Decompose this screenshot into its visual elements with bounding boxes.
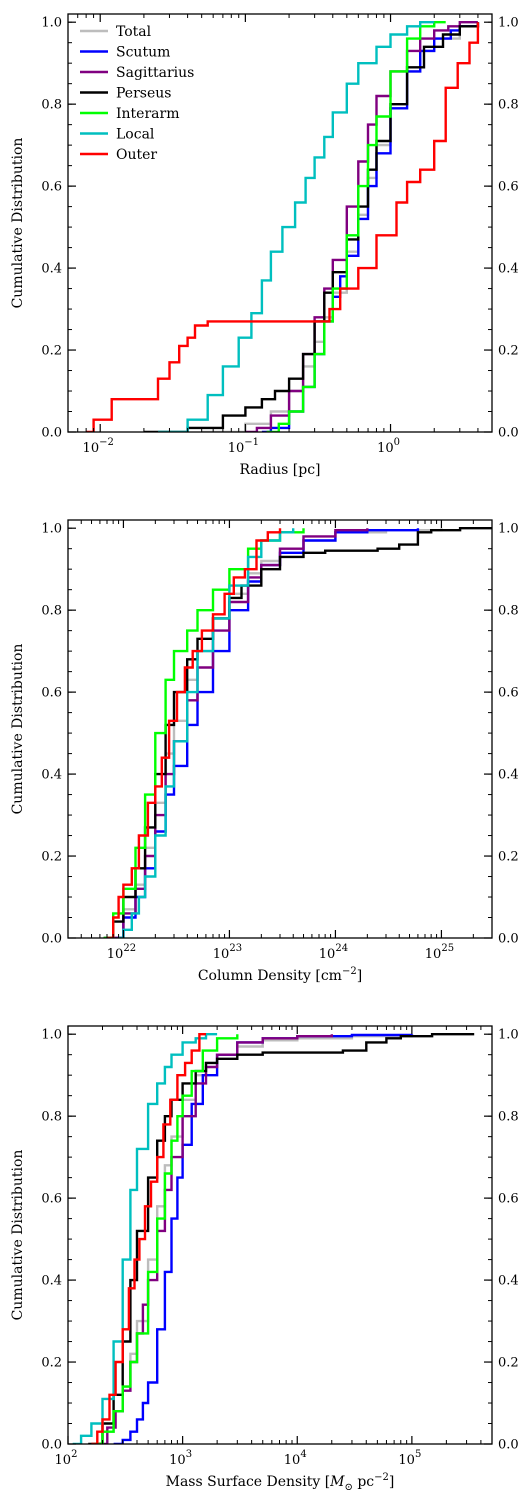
series-line-perseus: [88, 1033, 475, 1444]
y-tick-label: 0.4: [41, 1274, 62, 1289]
legend: Total Scutum Sagittarius Perseus Interarm Loc…: [80, 24, 194, 163]
y-tick-label-right: 0.6: [498, 1192, 519, 1207]
series-group: [72, 1033, 475, 1444]
y-tick-label-right: 0.0: [498, 932, 519, 947]
series-line-perseus: [143, 22, 480, 432]
y-tick-label-right: 1.0: [498, 1028, 519, 1043]
series-line-outer: [107, 528, 282, 938]
x-tick-label: 104: [284, 1449, 307, 1468]
series-line-local: [118, 528, 295, 938]
x-tick-label: 102: [55, 1449, 78, 1468]
y-tick-label: 1.0: [41, 16, 62, 31]
x-tick-label: 1023: [213, 943, 242, 962]
legend-label-outer: Outer: [116, 147, 157, 163]
y-tick-label: 1.0: [41, 1028, 62, 1043]
plot-frame: [67, 13, 493, 433]
y-tick-label: 0.4: [41, 262, 62, 277]
series-line-interarm: [266, 21, 446, 432]
series-group: [86, 21, 480, 432]
legend-label-local: Local: [116, 127, 155, 143]
x-tick-label: 1024: [319, 943, 348, 962]
y-tick-label: 0.8: [41, 1110, 62, 1125]
y-axis-label: Cumulative Distribution: [10, 644, 26, 815]
series-line-local: [72, 1033, 218, 1444]
y-tick-label-right: 0.4: [498, 1274, 519, 1289]
x-axis-label: Radius [pc]: [239, 462, 320, 478]
y-tick-label: 0.4: [41, 768, 62, 783]
plot-frame: [67, 1025, 493, 1445]
y-tick-label-right: 0.6: [498, 180, 519, 195]
y-tick-label-right: 0.4: [498, 262, 519, 277]
series-line-outer: [86, 22, 480, 432]
x-tick-label: 1025: [425, 943, 454, 962]
y-tick-label-right: 1.0: [498, 522, 519, 537]
legend-label-total: Total: [116, 24, 152, 40]
y-tick-label: 0.6: [41, 180, 62, 195]
x-axis-label: Mass Surface Density [M⊙ pc−2]: [166, 1472, 395, 1493]
y-tick-label: 0.0: [41, 426, 62, 441]
y-tick-label: 0.8: [41, 604, 62, 619]
column-density-panel: 0.0 0.0 0.2 0.2 0.4 0.4 0.6 0.6 0.8 0.8 1.0 1.0 1022…: [10, 519, 519, 984]
y-tick-label: 1.0: [41, 522, 62, 537]
series-line-sagittarius: [245, 21, 478, 432]
x-tick-label: 103: [169, 1449, 192, 1468]
radius-panel: 0.0 0.0 0.2 0.2 0.4 0.4 0.6 0.6 0.8 0.8 1.0 1.0 10−2…: [10, 13, 519, 478]
legend-label-scutum: Scutum: [116, 45, 170, 61]
y-tick-label-right: 0.8: [498, 604, 519, 619]
y-tick-label-right: 0.6: [498, 686, 519, 701]
x-tick-label: 1022: [107, 943, 136, 962]
y-tick-label-right: 0.8: [498, 98, 519, 113]
mass-surface-density-panel: 0.0 0.0 0.2 0.2 0.4 0.4 0.6 0.6 0.8 0.8 1.0 1.0 102 1…: [10, 1025, 519, 1493]
y-tick-label: 0.2: [41, 850, 62, 865]
y-tick-label-right: 0.2: [498, 850, 519, 865]
y-tick-label: 0.6: [41, 686, 62, 701]
y-tick-label: 0.0: [41, 1438, 62, 1453]
series-group: [103, 527, 492, 938]
x-tick-label: 100: [377, 437, 400, 456]
y-tick-label: 0.0: [41, 932, 62, 947]
x-tick-label: 10−1: [228, 437, 259, 456]
series-line-outer: [91, 1033, 206, 1444]
legend-label-interarm: Interarm: [116, 106, 179, 122]
series-line-sagittarius: [97, 1034, 333, 1444]
x-tick-label: 105: [398, 1449, 421, 1468]
y-tick-label: 0.2: [41, 1356, 62, 1371]
x-axis-label: Column Density [cm−2]: [198, 966, 362, 984]
legend-label-perseus: Perseus: [116, 86, 171, 102]
y-tick-label-right: 0.4: [498, 768, 519, 783]
y-tick-label: 0.8: [41, 98, 62, 113]
y-tick-label-right: 0.8: [498, 1110, 519, 1125]
series-line-interarm: [103, 528, 305, 938]
y-axis-label: Cumulative Distribution: [10, 138, 26, 309]
y-tick-label-right: 0.0: [498, 1438, 519, 1453]
series-line-total: [201, 22, 480, 432]
y-axis-label: Cumulative Distribution: [10, 1150, 26, 1321]
y-tick-label-right: 1.0: [498, 16, 519, 31]
series-line-interarm: [94, 1034, 239, 1444]
y-tick-label-right: 0.0: [498, 426, 519, 441]
y-tick-label-right: 0.2: [498, 1356, 519, 1371]
legend-label-sagittarius: Sagittarius: [116, 65, 194, 81]
x-tick-label: 10−2: [83, 437, 114, 456]
y-tick-label: 0.6: [41, 1192, 62, 1207]
y-tick-label: 0.2: [41, 344, 62, 359]
series-line-local: [158, 21, 435, 432]
y-tick-label-right: 0.2: [498, 344, 519, 359]
